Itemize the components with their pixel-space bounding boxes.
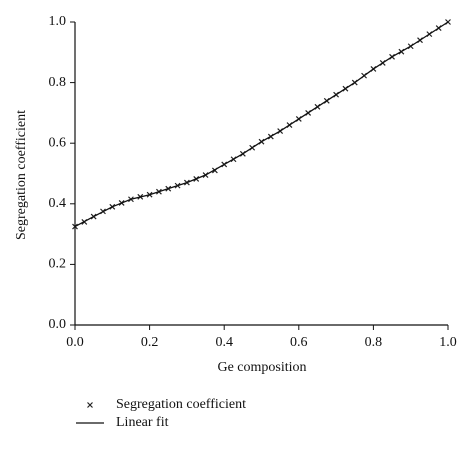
y-tick-label: 0.0 <box>49 317 67 332</box>
y-tick-label: 0.8 <box>49 75 67 90</box>
y-tick-label: 0.4 <box>49 196 67 211</box>
x-tick-label: 0.0 <box>66 335 84 350</box>
fit-line <box>74 21 449 228</box>
x-tick-label: 0.4 <box>215 335 233 350</box>
y-tick-label: 1.0 <box>49 14 67 29</box>
legend-label: Segregation coefficient <box>116 397 246 412</box>
x-tick-label: 0.6 <box>290 335 308 350</box>
x-axis-label: Ge composition <box>217 360 306 375</box>
x-tick-label: 0.8 <box>365 335 383 350</box>
legend-label: Linear fit <box>116 415 169 430</box>
x-tick-label: 0.2 <box>141 335 159 350</box>
y-tick-label: 0.6 <box>49 135 67 150</box>
legend-marker <box>87 402 93 408</box>
y-tick-label: 0.2 <box>49 257 67 272</box>
y-axis-label: Segregation coefficient <box>14 110 29 240</box>
x-tick-label: 1.0 <box>439 335 457 350</box>
